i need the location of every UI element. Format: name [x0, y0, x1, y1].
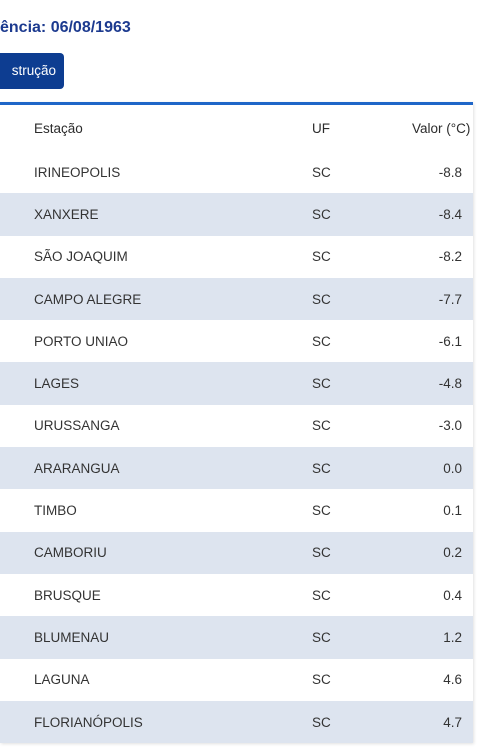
reference-date-label: ência: 06/08/1963: [0, 19, 131, 36]
station-cell: XANXERE: [34, 206, 99, 222]
value-cell: -6.1: [438, 333, 462, 349]
uf-cell: SC: [312, 503, 331, 519]
value-cell: -8.8: [438, 164, 462, 180]
station-cell: SÃO JOAQUIM: [34, 249, 128, 265]
station-cell: IRINEOPOLIS: [34, 164, 121, 180]
value-cell: 0.2: [443, 545, 462, 561]
temperature-table: Estação UF Valor (°C) IRINEOPOLIS SC -8.8 X…: [0, 102, 473, 744]
value-cell: -8.2: [438, 249, 462, 265]
station-cell: CAMBORIU: [34, 545, 107, 561]
table-row: CAMPO ALEGRE SC -7.7: [0, 277, 473, 321]
value-cell: 0.4: [443, 587, 462, 603]
station-cell: TIMBO: [34, 503, 77, 519]
value-cell: -4.8: [438, 376, 462, 392]
value-cell: 0.1: [443, 503, 462, 519]
uf-cell: SC: [312, 587, 331, 603]
uf-cell: SC: [312, 545, 331, 561]
station-cell: BLUMENAU: [34, 629, 110, 645]
uf-cell: SC: [312, 714, 331, 730]
station-cell: PORTO UNIAO: [34, 333, 129, 349]
table-row: URUSSANGA SC -3.0: [0, 404, 473, 448]
action-button[interactable]: strução: [0, 53, 64, 89]
table-row: ARARANGUA SC 0.0: [0, 447, 473, 490]
uf-cell: SC: [312, 376, 331, 392]
table-row: BLUMENAU SC 1.2: [0, 616, 473, 659]
table-row: TIMBO SC 0.1: [0, 489, 473, 532]
uf-cell: SC: [312, 249, 331, 265]
table-row: LAGES SC -4.8: [0, 362, 473, 405]
value-cell: -7.7: [438, 291, 462, 307]
table-row: FLORIANÓPOLIS SC 4.7: [0, 700, 473, 744]
table-header-row: Estação UF Valor (°C): [0, 105, 473, 151]
value-cell: 0.0: [443, 460, 462, 476]
uf-cell: SC: [312, 333, 331, 349]
station-cell: CAMPO ALEGRE: [34, 291, 142, 307]
station-cell: LAGES: [34, 376, 80, 392]
station-cell: LAGUNA: [34, 672, 90, 688]
table-row: PORTO UNIAO SC -6.1: [0, 320, 473, 363]
column-header-uf[interactable]: UF: [312, 120, 330, 136]
station-cell: ARARANGUA: [34, 460, 120, 476]
table-row: BRUSQUE SC 0.4: [0, 573, 473, 617]
value-cell: -3.0: [438, 418, 462, 434]
table-body: IRINEOPOLIS SC -8.8 XANXERE SC -8.4 SÃO JOAQUI…: [0, 151, 473, 744]
uf-cell: SC: [312, 672, 331, 688]
table-row: LAGUNA SC 4.6: [0, 658, 473, 701]
uf-cell: SC: [312, 291, 331, 307]
value-cell: -8.4: [438, 206, 462, 222]
uf-cell: SC: [312, 629, 331, 645]
value-cell: 4.7: [443, 714, 462, 730]
uf-cell: SC: [312, 418, 331, 434]
uf-cell: SC: [312, 460, 331, 476]
uf-cell: SC: [312, 206, 331, 222]
column-header-station[interactable]: Estação: [34, 120, 83, 136]
table-row: SÃO JOAQUIM SC -8.2: [0, 235, 473, 278]
station-cell: BRUSQUE: [34, 587, 101, 603]
table-row: CAMBORIU SC 0.2: [0, 531, 473, 574]
value-cell: 1.2: [443, 629, 462, 645]
column-header-value[interactable]: Valor (°C): [412, 120, 471, 136]
table-row: IRINEOPOLIS SC -8.8: [0, 151, 473, 194]
value-cell: 4.6: [443, 672, 462, 688]
station-cell: FLORIANÓPOLIS: [34, 714, 143, 730]
uf-cell: SC: [312, 164, 331, 180]
table-row: XANXERE SC -8.4: [0, 193, 473, 236]
station-cell: URUSSANGA: [34, 418, 120, 434]
